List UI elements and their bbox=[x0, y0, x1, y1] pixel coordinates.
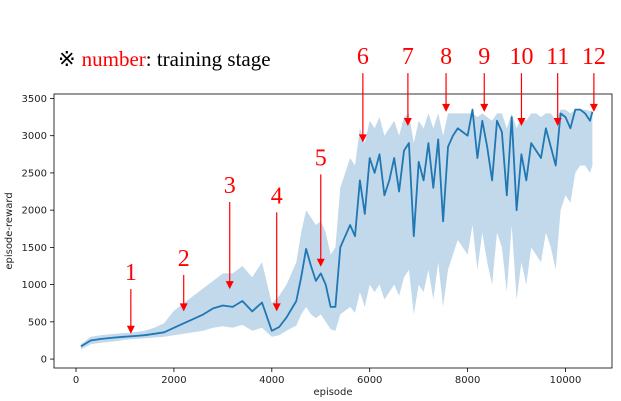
x-tick-label: 4000 bbox=[259, 375, 284, 386]
y-tick-label: 2000 bbox=[22, 206, 47, 217]
reward-line bbox=[80, 108, 594, 348]
stage-number-4: 4 bbox=[271, 183, 283, 209]
stage-arrow-head bbox=[179, 303, 188, 312]
stage-number-7: 7 bbox=[402, 44, 414, 70]
reward-band-area bbox=[80, 109, 593, 350]
y-tick-label: 1000 bbox=[22, 280, 47, 291]
x-tick-label: 8000 bbox=[455, 375, 480, 386]
stage-number-8: 8 bbox=[440, 44, 452, 70]
training-stage-annotations: 123 456 7 8 9 10 11 12 bbox=[125, 44, 606, 334]
stage-arrow-head bbox=[480, 103, 489, 112]
legend-note: ※ number: training stage bbox=[58, 47, 271, 71]
plot-frame bbox=[53, 93, 613, 369]
stage-number-12: 12 bbox=[582, 44, 606, 70]
stage-number-3: 3 bbox=[224, 173, 236, 199]
reward-mean-line bbox=[80, 108, 594, 348]
x-tick-label: 2000 bbox=[161, 375, 186, 386]
x-tick-label: 0 bbox=[73, 375, 79, 386]
stage-arrow-head bbox=[553, 118, 562, 127]
stage-number-6: 6 bbox=[357, 44, 369, 70]
y-tick-label: 500 bbox=[28, 317, 47, 328]
x-tick-label: 6000 bbox=[357, 375, 382, 386]
y-tick-label: 0 bbox=[41, 355, 47, 366]
stage-number-5: 5 bbox=[315, 145, 327, 171]
y-tick-label: 3000 bbox=[22, 131, 47, 142]
stage-arrow-head bbox=[589, 103, 598, 112]
y-axis: 0 500 1000 1500 2000 2500 3000 3500 bbox=[22, 94, 54, 366]
note-description: : training stage bbox=[146, 47, 271, 71]
reward-variance-band bbox=[80, 109, 593, 350]
stage-number-2: 2 bbox=[178, 246, 190, 272]
x-axis-title: episode bbox=[313, 387, 352, 398]
stage-arrow-head bbox=[272, 303, 281, 312]
stage-number-1: 1 bbox=[125, 260, 137, 286]
stage-arrow-head bbox=[126, 325, 135, 334]
stage-arrow-head bbox=[442, 103, 451, 112]
y-tick-label: 1500 bbox=[22, 243, 47, 254]
stage-arrow-head bbox=[358, 134, 367, 143]
stage-number-9: 9 bbox=[478, 44, 490, 70]
y-tick-label: 2500 bbox=[22, 168, 47, 179]
y-tick-label: 3500 bbox=[22, 94, 47, 105]
stage-number-10: 10 bbox=[509, 44, 533, 70]
x-tick-label: 10000 bbox=[550, 375, 582, 386]
y-axis-title: episode-reward bbox=[4, 192, 15, 269]
note-keyword: number bbox=[82, 47, 146, 71]
stage-arrow-head bbox=[403, 118, 412, 127]
x-axis: 0 2000 4000 6000 8000 10000 bbox=[73, 368, 582, 386]
stage-number-11: 11 bbox=[546, 44, 569, 70]
stage-arrow-head bbox=[225, 281, 234, 290]
note-symbol: ※ bbox=[58, 47, 76, 71]
stage-arrow-head bbox=[517, 118, 526, 127]
stage-arrow-head bbox=[316, 258, 325, 267]
